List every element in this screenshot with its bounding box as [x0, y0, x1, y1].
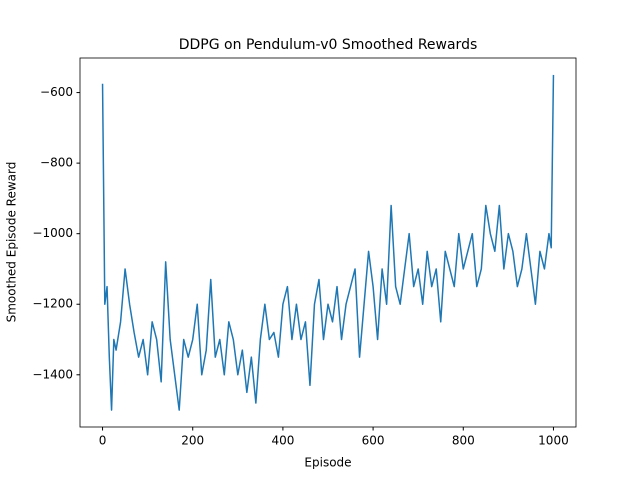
y-tick-label: −1200 — [32, 297, 73, 311]
line — [101, 74, 555, 411]
y-tick-label: −1400 — [32, 367, 73, 381]
y-tick-label: −600 — [40, 85, 73, 99]
x-tick-label: 200 — [181, 434, 204, 448]
x-axis-label: Episode — [304, 456, 351, 470]
x-tick-label: 0 — [99, 434, 107, 448]
x-tick-label: 400 — [271, 434, 294, 448]
y-tick-label: −800 — [40, 156, 73, 170]
x-tick-label: 1000 — [538, 434, 569, 448]
x-tick-label: 800 — [452, 434, 475, 448]
x-tick-label: 600 — [362, 434, 385, 448]
y-axis-label: Smoothed Episode Reward — [5, 162, 19, 323]
plot-frame — [79, 57, 577, 428]
y-tick-label: −1000 — [32, 226, 73, 240]
chart-title: DDPG on Pendulum-v0 Smoothed Rewards — [179, 37, 478, 53]
